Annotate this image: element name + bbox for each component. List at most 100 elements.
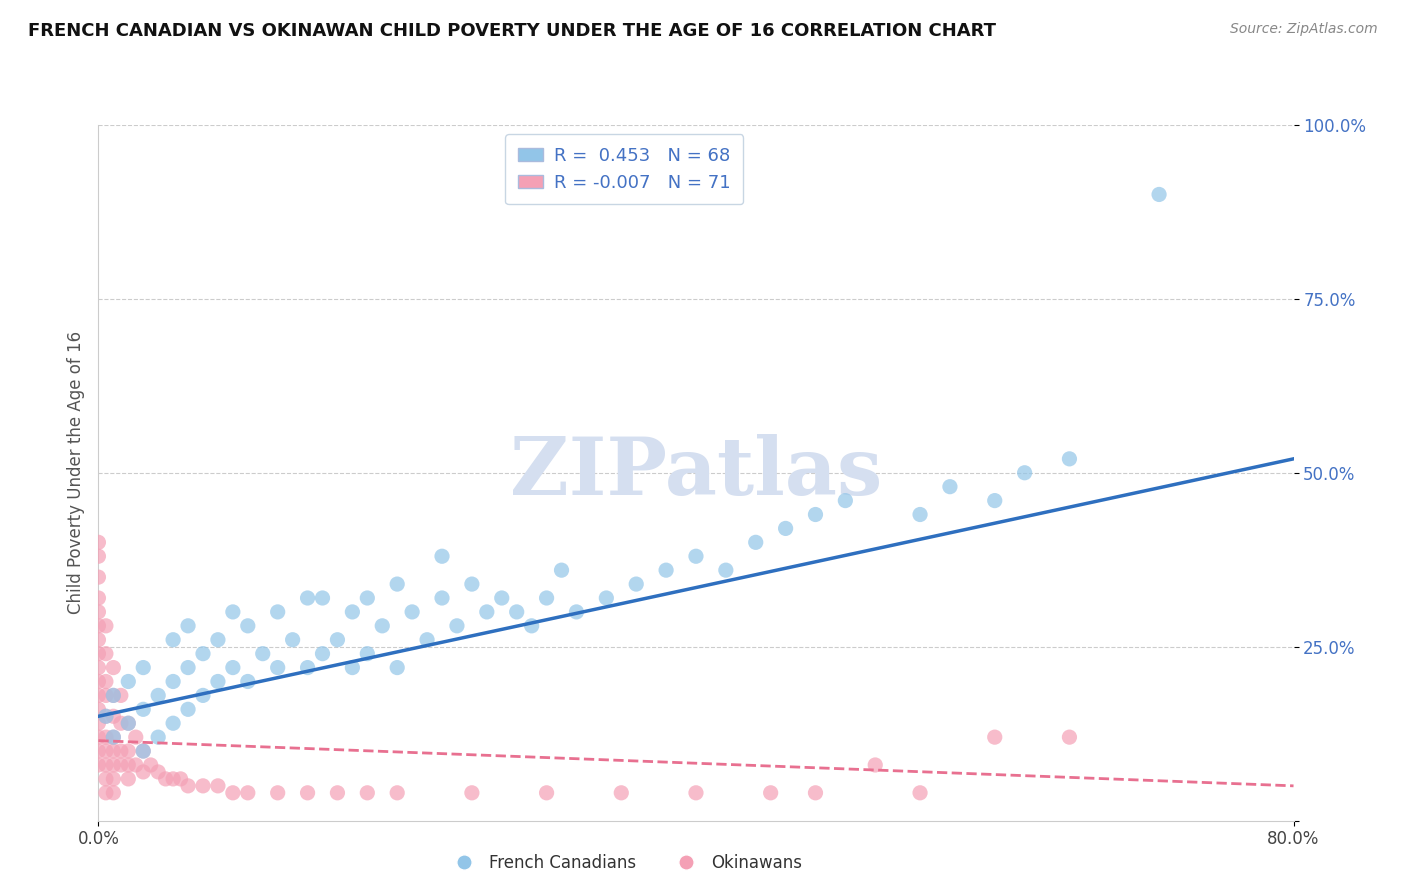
Point xyxy=(94,786,117,800)
Point xyxy=(759,786,782,800)
Point xyxy=(342,605,364,619)
Point xyxy=(117,772,139,786)
Point xyxy=(87,570,110,584)
Point xyxy=(87,605,110,619)
Point xyxy=(191,779,214,793)
Point xyxy=(110,758,132,772)
Point xyxy=(714,563,737,577)
Point xyxy=(87,632,110,647)
Point xyxy=(132,744,155,758)
Point xyxy=(1059,451,1081,466)
Point xyxy=(162,772,184,786)
Point xyxy=(177,779,200,793)
Point xyxy=(385,786,409,800)
Point xyxy=(655,563,678,577)
Point xyxy=(222,660,245,674)
Point xyxy=(87,744,110,758)
Point xyxy=(162,716,184,731)
Point xyxy=(595,591,617,605)
Point xyxy=(87,647,110,661)
Point xyxy=(834,493,856,508)
Point xyxy=(685,549,707,564)
Point xyxy=(94,772,117,786)
Point xyxy=(983,730,1005,744)
Point xyxy=(610,786,633,800)
Point xyxy=(342,660,364,674)
Point xyxy=(103,689,125,703)
Point xyxy=(191,647,214,661)
Point xyxy=(536,591,558,605)
Point xyxy=(139,758,162,772)
Point xyxy=(222,786,245,800)
Point xyxy=(117,716,139,731)
Point xyxy=(177,660,200,674)
Point xyxy=(94,709,117,723)
Point xyxy=(132,702,155,716)
Point xyxy=(565,605,588,619)
Point xyxy=(865,758,887,772)
Point xyxy=(550,563,572,577)
Point xyxy=(87,619,110,633)
Point xyxy=(103,772,125,786)
Point xyxy=(117,716,139,731)
Point xyxy=(236,619,259,633)
Point xyxy=(297,786,319,800)
Point xyxy=(356,786,378,800)
Point xyxy=(311,591,333,605)
Point xyxy=(804,786,827,800)
Point xyxy=(177,702,200,716)
Point xyxy=(103,689,125,703)
Point xyxy=(103,730,125,744)
Point xyxy=(297,660,319,674)
Point xyxy=(461,786,484,800)
Point xyxy=(520,619,543,633)
Point xyxy=(983,493,1005,508)
Point xyxy=(148,764,170,779)
Point xyxy=(132,764,155,779)
Point xyxy=(87,702,110,716)
Point xyxy=(87,758,110,772)
Point xyxy=(148,689,170,703)
Point xyxy=(169,772,191,786)
Point xyxy=(132,744,155,758)
Point xyxy=(506,605,529,619)
Point xyxy=(103,786,125,800)
Point xyxy=(87,730,110,744)
Point xyxy=(94,758,117,772)
Point xyxy=(155,772,177,786)
Point xyxy=(110,716,132,731)
Point xyxy=(94,744,117,758)
Point xyxy=(745,535,768,549)
Point xyxy=(775,521,797,535)
Point xyxy=(356,647,378,661)
Point xyxy=(804,508,827,522)
Point xyxy=(103,744,125,758)
Point xyxy=(430,549,453,564)
Point xyxy=(1147,187,1170,202)
Point xyxy=(94,674,117,689)
Point xyxy=(326,786,349,800)
Point xyxy=(87,716,110,731)
Point xyxy=(401,605,423,619)
Point xyxy=(281,632,304,647)
Point xyxy=(222,605,245,619)
Point xyxy=(87,660,110,674)
Point xyxy=(94,647,117,661)
Point xyxy=(491,591,513,605)
Point xyxy=(87,689,110,703)
Point xyxy=(461,577,484,591)
Point xyxy=(125,758,148,772)
Point xyxy=(236,786,259,800)
Text: Source: ZipAtlas.com: Source: ZipAtlas.com xyxy=(1230,22,1378,37)
Point xyxy=(446,619,468,633)
Point xyxy=(191,689,214,703)
Y-axis label: Child Poverty Under the Age of 16: Child Poverty Under the Age of 16 xyxy=(66,331,84,615)
Point xyxy=(908,786,931,800)
Point xyxy=(475,605,498,619)
Point xyxy=(103,758,125,772)
Point xyxy=(236,674,259,689)
Point xyxy=(207,674,229,689)
Point xyxy=(110,689,132,703)
Point xyxy=(356,591,378,605)
Point xyxy=(371,619,394,633)
